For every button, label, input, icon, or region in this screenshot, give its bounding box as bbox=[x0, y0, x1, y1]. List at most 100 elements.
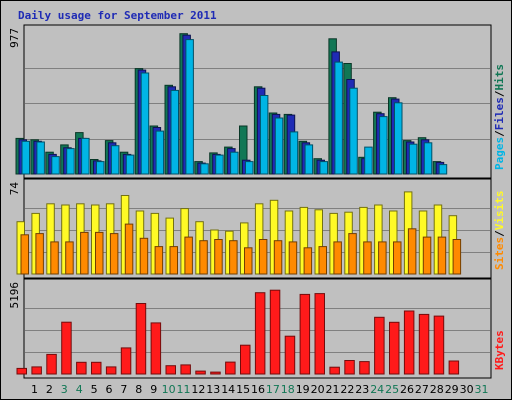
bar-pages-day-5 bbox=[81, 137, 90, 175]
bar-sites-day-23 bbox=[348, 233, 357, 275]
x-tick-day-7: 7 bbox=[120, 383, 127, 396]
x-tick-day-23: 23 bbox=[355, 383, 369, 396]
bar-sites-day-27 bbox=[407, 228, 417, 275]
bar-kbytes-day-19 bbox=[284, 335, 296, 375]
bar-kbytes-day-17 bbox=[254, 292, 266, 375]
bar-pages-day-18 bbox=[274, 117, 284, 175]
bar-kbytes-day-11 bbox=[165, 365, 176, 375]
bar-sites-day-17 bbox=[258, 239, 268, 275]
bar-sites-day-28 bbox=[422, 236, 432, 275]
x-tick-day-15: 15 bbox=[236, 383, 250, 396]
legend-item: / bbox=[493, 130, 506, 137]
bar-kbytes-day-10 bbox=[150, 322, 162, 375]
bar-pages-day-19 bbox=[289, 131, 299, 175]
bar-sites-day-29 bbox=[437, 236, 447, 275]
bar-sites-day-16 bbox=[244, 247, 253, 275]
x-tick-day-21: 21 bbox=[326, 383, 340, 396]
bar-pages-day-26 bbox=[394, 102, 403, 175]
bar-sites-day-12 bbox=[184, 236, 193, 275]
bar-kbytes-day-24 bbox=[359, 361, 370, 375]
bar-pages-day-20 bbox=[304, 144, 314, 175]
x-tick-day-10: 10 bbox=[162, 383, 176, 396]
bar-kbytes-day-7 bbox=[105, 366, 117, 375]
legend-3: KBytes bbox=[493, 330, 506, 370]
bar-pages-day-7 bbox=[110, 145, 120, 175]
bar-sites-day-2 bbox=[35, 233, 44, 275]
x-tick-day-29: 29 bbox=[445, 383, 459, 396]
bar-pages-day-24 bbox=[364, 146, 373, 175]
bar-kbytes-day-15 bbox=[225, 361, 236, 375]
panel-3: 5196 KBytes bbox=[8, 278, 506, 379]
bar-sites-day-4 bbox=[65, 241, 74, 275]
bar-pages-day-28 bbox=[423, 142, 433, 175]
bar-pages-day-13 bbox=[200, 163, 209, 175]
x-tick-day-6: 6 bbox=[106, 383, 113, 396]
legend-item: Hits bbox=[493, 64, 506, 91]
bar-kbytes-day-12 bbox=[180, 364, 191, 375]
bar-pages-day-21 bbox=[319, 161, 328, 175]
bar-pages-day-23 bbox=[349, 87, 358, 175]
bar-pages-day-25 bbox=[379, 116, 388, 175]
bar-kbytes-day-1 bbox=[16, 367, 27, 375]
bar-kbytes-day-29 bbox=[433, 315, 445, 375]
bar-pages-day-27 bbox=[408, 143, 418, 175]
bar-kbytes-day-26 bbox=[389, 321, 400, 375]
chart-title: Daily usage for September 2011 bbox=[18, 9, 217, 22]
bar-sites-day-1 bbox=[20, 234, 29, 275]
x-tick-day-13: 13 bbox=[206, 383, 220, 396]
bar-pages-day-12 bbox=[185, 39, 194, 175]
bar-sites-day-26 bbox=[393, 241, 402, 275]
bar-kbytes-day-18 bbox=[269, 289, 281, 375]
x-tick-day-30: 30 bbox=[460, 383, 474, 396]
bar-sites-day-15 bbox=[229, 240, 238, 275]
bar-pages-day-11 bbox=[170, 89, 179, 175]
x-tick-day-11: 11 bbox=[177, 383, 191, 396]
bar-pages-day-9 bbox=[140, 72, 150, 175]
bar-pages-day-16 bbox=[245, 161, 254, 175]
bar-sites-day-19 bbox=[288, 241, 298, 275]
bar-kbytes-day-5 bbox=[76, 361, 87, 375]
y-max-label: 977 bbox=[8, 28, 21, 48]
bar-kbytes-day-8 bbox=[120, 347, 132, 375]
bar-sites-day-3 bbox=[50, 241, 59, 275]
bar-kbytes-day-4 bbox=[61, 321, 72, 375]
bar-kbytes-day-25 bbox=[374, 316, 385, 375]
bar-sites-day-13 bbox=[199, 240, 208, 275]
bar-kbytes-day-27 bbox=[403, 310, 415, 375]
bar-kbytes-day-16 bbox=[240, 344, 251, 375]
y-max-label: 74 bbox=[8, 182, 21, 196]
bar-kbytes-day-23 bbox=[344, 360, 355, 375]
x-tick-day-17: 17 bbox=[266, 383, 280, 396]
bar-kbytes-day-14 bbox=[210, 371, 221, 375]
bar-pages-day-17 bbox=[259, 95, 269, 175]
bar-sites-day-24 bbox=[363, 241, 372, 275]
bar-pages-day-6 bbox=[96, 161, 105, 175]
x-tick-day-2: 2 bbox=[46, 383, 53, 396]
bar-pages-day-1 bbox=[21, 140, 30, 175]
legend-item: / bbox=[493, 90, 506, 97]
bar-sites-day-30 bbox=[452, 239, 462, 275]
bar-pages-day-29 bbox=[438, 164, 448, 175]
y-max-label: 5196 bbox=[8, 282, 21, 309]
x-tick-day-22: 22 bbox=[340, 383, 354, 396]
x-tick-day-20: 20 bbox=[311, 383, 325, 396]
x-tick-day-31: 31 bbox=[475, 383, 489, 396]
bar-pages-day-15 bbox=[230, 151, 239, 175]
bar-kbytes-day-9 bbox=[135, 303, 147, 375]
legend-item: KBytes bbox=[493, 330, 506, 370]
bar-kbytes-day-20 bbox=[299, 293, 311, 375]
bar-sites-day-6 bbox=[95, 231, 104, 275]
x-tick-day-28: 28 bbox=[430, 383, 444, 396]
bar-kbytes-day-28 bbox=[418, 313, 430, 375]
x-tick-day-5: 5 bbox=[91, 383, 98, 396]
bar-kbytes-day-13 bbox=[195, 370, 206, 375]
bar-pages-day-4 bbox=[66, 148, 75, 175]
x-tick-labels: 1 2 3 4 5 6 7 8 9 10 11 12 13 14 15 16 17 18 19 20 21 22 23 24 2… bbox=[31, 383, 489, 396]
bar-sites-day-22 bbox=[333, 241, 342, 275]
legend-item: / bbox=[493, 230, 506, 237]
panel-2: 74 Sites/Visits bbox=[8, 178, 506, 279]
x-tick-day-9: 9 bbox=[150, 383, 157, 396]
x-tick-day-3: 3 bbox=[61, 383, 68, 396]
